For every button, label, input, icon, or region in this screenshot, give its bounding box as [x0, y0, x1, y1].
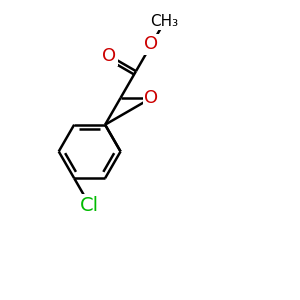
- Text: O: O: [144, 89, 158, 107]
- Text: O: O: [144, 35, 158, 53]
- Text: O: O: [102, 47, 116, 65]
- Text: Cl: Cl: [80, 196, 99, 214]
- Text: CH₃: CH₃: [151, 14, 179, 29]
